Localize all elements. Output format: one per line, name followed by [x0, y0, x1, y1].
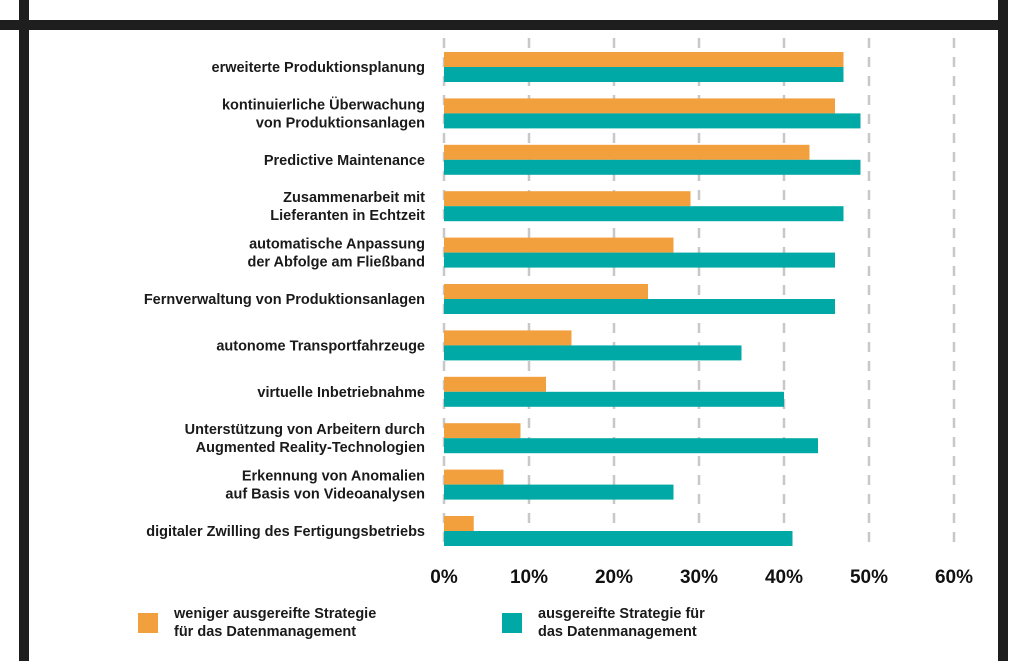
bar-less-mature	[444, 284, 648, 299]
legend-line: das Datenmanagement	[538, 624, 697, 640]
category-label: erweiterte Produktionsplanung	[212, 60, 426, 76]
category-label: der Abfolge am Fließband	[247, 255, 425, 271]
bar-less-mature	[444, 237, 674, 253]
category-label: kontinuierliche Überwachung	[222, 96, 425, 113]
category-label: Unterstützung von Arbeitern durch	[185, 422, 425, 438]
legend-line: ausgereifte Strategie für	[538, 606, 705, 622]
legend-label-less-mature: weniger ausgereifte Strategie für das Da…	[174, 605, 434, 641]
bar-less-mature	[444, 376, 546, 392]
x-tick-label: 40%	[765, 567, 803, 588]
legend-swatch-teal	[502, 613, 522, 633]
bar-less-mature	[444, 191, 691, 207]
bar-mature	[444, 345, 742, 361]
x-tick-label: 30%	[680, 567, 718, 588]
bar-less-mature	[444, 330, 572, 346]
bar-mature	[444, 206, 844, 222]
category-label: virtuelle Inbetriebnahme	[257, 385, 425, 401]
bars	[444, 52, 861, 546]
x-tick-label: 60%	[935, 567, 973, 588]
bar-mature	[444, 438, 818, 454]
bar-mature	[444, 299, 835, 314]
bar-less-mature	[444, 469, 504, 485]
legend-line: weniger ausgereifte Strategie	[174, 606, 377, 622]
category-label: Lieferanten in Echtzeit	[270, 208, 425, 224]
category-label: auf Basis von Videoanalysen	[225, 487, 425, 503]
bar-mature	[444, 391, 784, 407]
x-tick-label: 0%	[430, 567, 458, 588]
bar-mature	[444, 484, 674, 500]
category-label: Zusammenarbeit mit	[283, 190, 425, 206]
category-label: Predictive Maintenance	[264, 153, 425, 169]
category-label: digitaler Zwilling des Fertigungsbetrieb…	[146, 524, 425, 540]
category-label: Fernverwaltung von Produktionsanlagen	[144, 292, 425, 308]
x-tick-label: 10%	[510, 567, 548, 588]
x-tick-labels: 0% 10% 20% 30% 40% 50% 60%	[430, 567, 973, 588]
category-label: autonome Transportfahrzeuge	[216, 338, 425, 354]
bar-mature	[444, 159, 861, 175]
bar-mature	[444, 531, 793, 546]
bar-mature	[444, 113, 861, 129]
category-labels: erweiterte Produktionsplanung kontinuierl…	[144, 60, 425, 540]
x-tick-label: 50%	[850, 567, 888, 588]
category-label: von Produktionsanlagen	[256, 115, 425, 131]
frame-left-bar	[19, 0, 29, 661]
x-tick-label: 20%	[595, 567, 633, 588]
category-label: Augmented Reality-Technologien	[196, 440, 425, 456]
frame-right-bar	[998, 0, 1008, 661]
frame-top-bar	[0, 20, 1008, 30]
bar-less-mature	[444, 516, 474, 531]
legend-label-mature: ausgereifte Strategie für das Datenmanag…	[538, 605, 798, 641]
legend-swatch-orange	[138, 613, 158, 633]
bar-less-mature	[444, 423, 521, 439]
legend-item-mature: ausgereifte Strategie für das Datenmanag…	[502, 605, 798, 641]
bar-mature	[444, 252, 835, 268]
category-label: Erkennung von Anomalien	[242, 469, 425, 485]
category-label: automatische Anpassung	[249, 237, 425, 253]
legend-line: für das Datenmanagement	[174, 624, 357, 640]
bar-mature	[444, 67, 844, 82]
bar-less-mature	[444, 98, 835, 114]
bar-less-mature	[444, 144, 810, 160]
bar-less-mature	[444, 52, 844, 67]
legend-item-less-mature: weniger ausgereifte Strategie für das Da…	[138, 605, 434, 641]
